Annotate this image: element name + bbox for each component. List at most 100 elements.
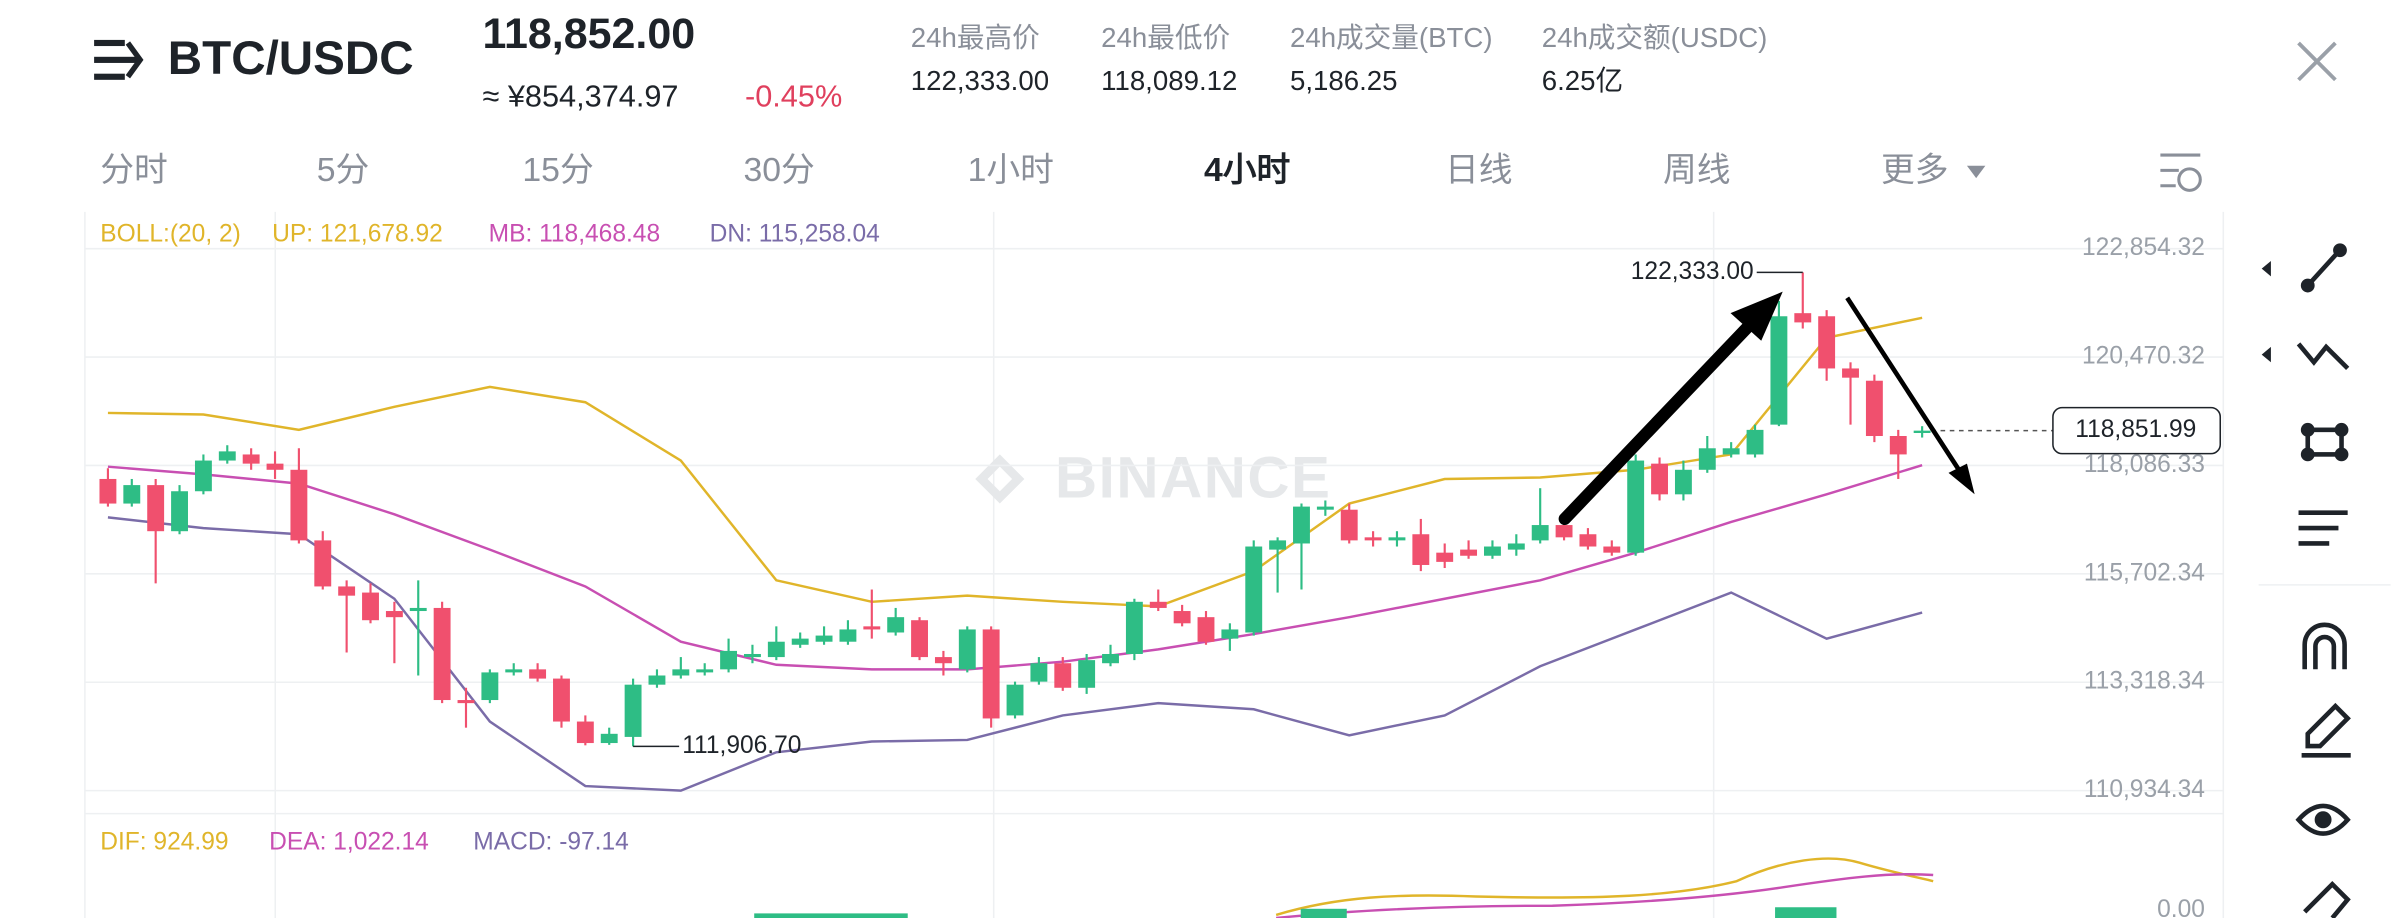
tab[interactable]: 1小时 [968,151,1054,189]
tab[interactable]: 更多 [1881,151,1949,189]
candle-body [481,672,499,701]
last-price-box [2052,406,2222,455]
tab-active[interactable]: 4小时 [1204,151,1291,189]
candle-body [1460,549,1478,556]
candle-body [1651,463,1668,495]
candle-body [529,669,547,679]
candle-body [123,485,141,504]
candle-body [1889,436,1907,455]
candle-body [720,650,738,670]
candle-body [266,463,284,470]
more-arrow [1966,165,1986,179]
close-button[interactable] [2297,41,2337,82]
stat-label: 24h最低价 [1101,22,1230,53]
pair-title[interactable]: BTC/USDC [168,32,414,85]
low-label: 111,906.70 [682,732,801,759]
candle-body [218,451,236,461]
high-label: 122,333.00 [1631,258,1754,285]
candle-body [290,469,308,541]
candle-body [1293,506,1310,544]
watermark: BINANCE [1055,445,1331,510]
drawn-arrow[interactable] [1558,291,1975,526]
fib-tool[interactable] [2296,342,2350,371]
y-tick-label: 118,086.33 [2084,451,2205,478]
candle-body [934,657,952,664]
tab[interactable]: 30分 [743,151,814,189]
candle-body [433,607,451,701]
candle-body [1197,617,1215,642]
tab[interactable]: 15分 [522,151,593,189]
candle-body [194,460,212,492]
candle-body [863,626,881,630]
timeframe-tabs: 分时 5分 15分 30分 1小时 4小时 日线 周线 更多 [100,151,1948,189]
candle-body [1149,601,1167,608]
eye-tool[interactable] [2295,803,2351,836]
candle-body [1722,448,1740,455]
candle-body [314,540,332,587]
candle-body [1221,629,1239,639]
candle-body [553,678,570,722]
candle-body [839,629,857,642]
lines-tool[interactable] [2298,510,2348,546]
last-price-label: 118,851.99 [2075,416,2196,443]
candle-body [1818,316,1836,369]
stat-value: 5,186.25 [1290,65,1398,96]
candle-body [1579,534,1597,547]
candle-body [1412,534,1430,565]
candle-body [1770,316,1788,425]
candle-body [982,629,1000,719]
candle-body [1006,684,1024,716]
candle-body [1436,552,1454,562]
candle-body [1078,660,1096,688]
candle-body [1627,460,1645,553]
candle-body [147,485,165,532]
y-tick-label: 120,470.32 [2082,343,2205,370]
settings-icon[interactable] [2160,153,2202,192]
candle-body [1531,525,1549,541]
band-line [107,464,1923,671]
candle-body [1364,537,1382,541]
tab[interactable]: 分时 [100,151,168,189]
magnet-tool[interactable] [2302,622,2347,670]
candle-body [1030,663,1048,682]
candle-body [171,491,188,532]
candle-body [1674,469,1692,495]
y-tick-label: 122,854.32 [2082,234,2205,261]
toolbar [2258,243,2391,918]
legend-up: UP: 121,678.92 [272,220,443,247]
candle-body [767,641,785,658]
y-tick-label: 110,934.34 [2084,776,2205,803]
candle-body [505,669,523,673]
last-price: 118,852.00 [482,10,695,58]
candle-body [99,478,117,504]
candle-body [242,454,260,464]
stat-label: 24h成交额(USDC) [1542,22,1768,53]
band-line [107,316,1923,608]
candle-body [1913,430,1931,434]
candle-body [409,607,427,612]
candle-body [1340,509,1358,541]
pen-tool[interactable] [2301,702,2351,758]
menu-icon[interactable] [94,39,144,80]
candle-body [911,620,928,658]
macd-value: MACD: -97.14 [473,828,629,855]
legend-dn: DN: 115,258.04 [710,220,880,247]
eraser-tool[interactable] [2303,880,2351,918]
candle-body [1484,546,1501,556]
stat-value: 118,089.12 [1101,65,1237,96]
macd-dea: DEA: 1,022.14 [269,828,429,855]
candle-body [1842,368,1859,378]
candle-body [887,617,905,633]
trendline-tool[interactable] [2300,243,2347,293]
stat-value: 122,333.00 [911,65,1049,96]
shape-tool[interactable] [2300,422,2349,462]
candle-body [1865,380,1883,437]
tab[interactable]: 周线 [1663,151,1731,189]
macd-tick: 0.00 [2157,896,2205,918]
tab[interactable]: 日线 [1445,151,1513,189]
macd-dif: DIF: 924.99 [100,828,228,855]
candle-body [576,721,594,744]
tab[interactable]: 5分 [317,151,370,189]
